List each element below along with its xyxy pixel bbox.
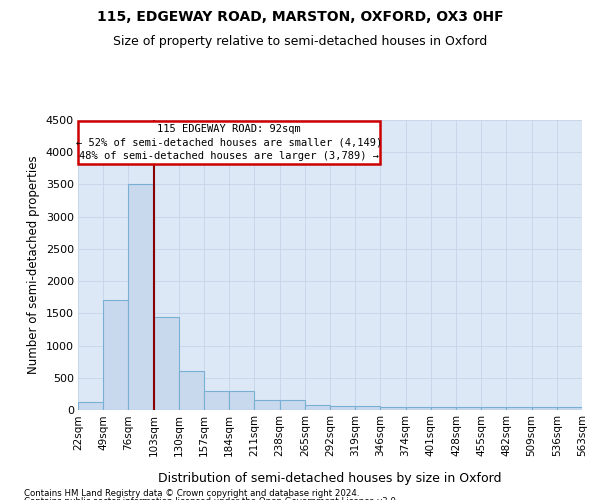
Bar (78, 122, 380, 164)
Bar (406, 408, 431, 410)
Bar (380, 408, 406, 410)
Text: Contains HM Land Registry data © Crown copyright and database right 2024.: Contains HM Land Registry data © Crown c… (24, 488, 359, 498)
Text: 115, EDGEWAY ROAD, MARSTON, OXFORD, OX3 0HF: 115, EDGEWAY ROAD, MARSTON, OXFORD, OX3 … (97, 10, 503, 24)
Text: 115 EDGEWAY ROAD: 92sqm: 115 EDGEWAY ROAD: 92sqm (157, 124, 301, 134)
Bar (532, 408, 557, 410)
Bar (506, 408, 532, 410)
Bar (179, 372, 204, 410)
Bar (456, 408, 481, 410)
Bar (78, 402, 103, 410)
Bar (355, 406, 380, 410)
Bar (254, 400, 280, 410)
Bar (481, 408, 506, 410)
Text: Contains public sector information licensed under the Open Government Licence v3: Contains public sector information licen… (24, 497, 398, 500)
Bar (330, 406, 355, 410)
Y-axis label: Number of semi-detached properties: Number of semi-detached properties (27, 156, 40, 374)
Text: ← 52% of semi-detached houses are smaller (4,149): ← 52% of semi-detached houses are smalle… (76, 138, 382, 147)
Bar (280, 400, 305, 410)
Bar (204, 390, 229, 410)
Bar (154, 316, 179, 410)
Text: Distribution of semi-detached houses by size in Oxford: Distribution of semi-detached houses by … (158, 472, 502, 485)
Text: Size of property relative to semi-detached houses in Oxford: Size of property relative to semi-detach… (113, 35, 487, 48)
Text: 48% of semi-detached houses are larger (3,789) →: 48% of semi-detached houses are larger (… (79, 151, 379, 161)
Bar (229, 390, 254, 410)
Bar (128, 184, 154, 410)
Bar (103, 300, 128, 410)
Bar (431, 408, 456, 410)
Bar (557, 408, 582, 410)
Bar (305, 405, 330, 410)
